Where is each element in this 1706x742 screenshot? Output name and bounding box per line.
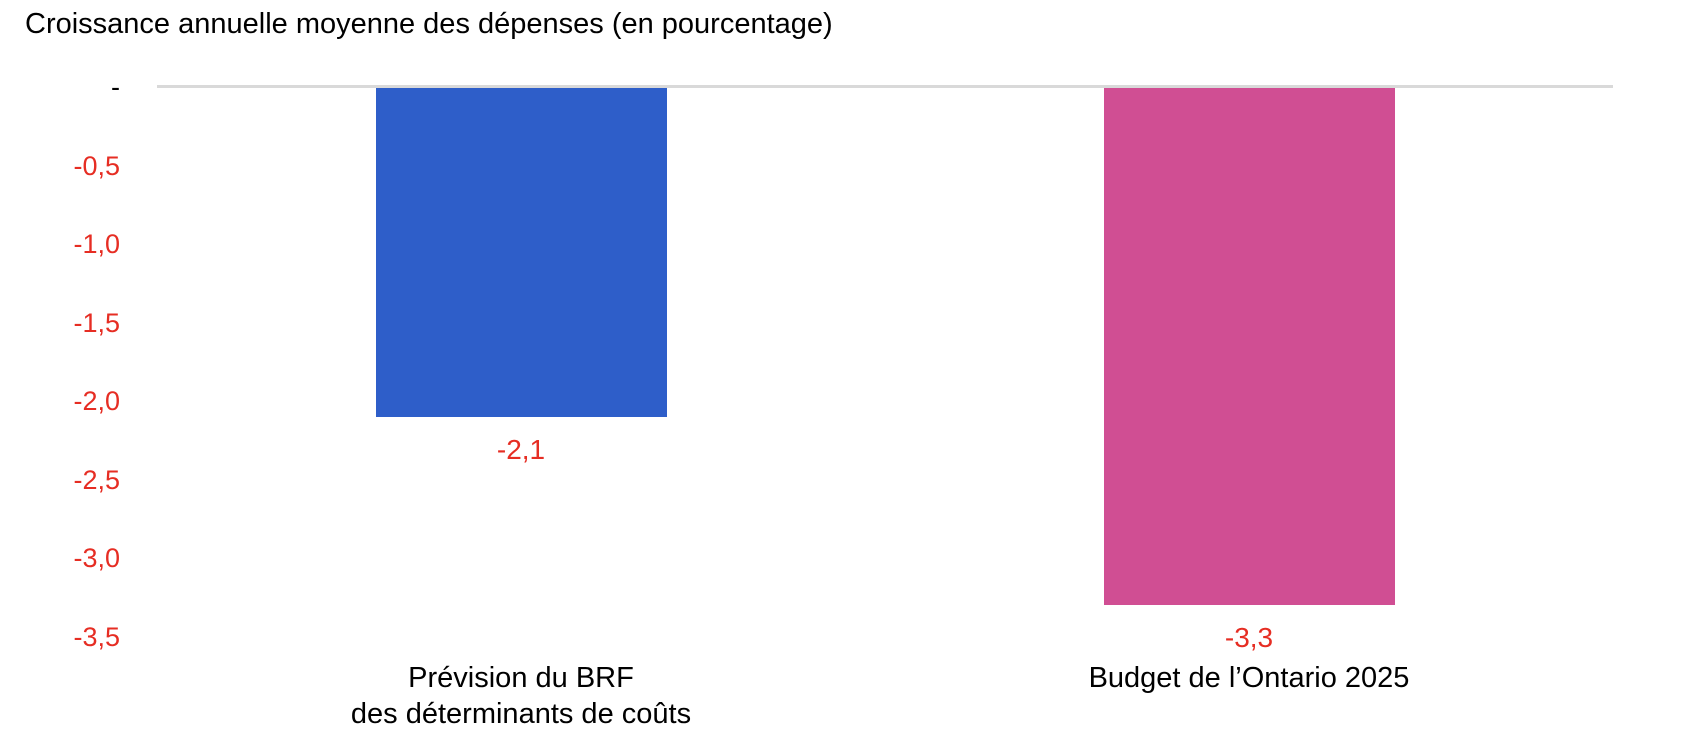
y-axis-tick-label-zero: -	[111, 72, 120, 102]
x-axis-zero-line	[157, 85, 1613, 88]
y-axis-tick-label: -1,0	[73, 229, 120, 259]
y-axis-tick-label: -1,5	[73, 308, 120, 338]
y-axis-tick-label: -3,0	[73, 543, 120, 573]
y-axis-tick-label: -0,5	[73, 151, 120, 181]
x-axis-category-label: Prévision du BRF des déterminants de coû…	[350, 662, 692, 730]
chart-title: Croissance annuelle moyenne des dépenses…	[25, 8, 833, 40]
chart-bar	[376, 88, 667, 417]
y-axis-tick-label: -3,5	[73, 622, 120, 652]
chart-bar	[1104, 88, 1395, 605]
y-axis-tick-label: -2,5	[73, 465, 120, 495]
x-axis-category-label: Budget de l’Ontario 2025	[1088, 662, 1410, 694]
y-axis-tick-label: -2,0	[73, 386, 120, 416]
bar-value-label: -2,1	[496, 434, 546, 465]
bar-value-label: -3,3	[1224, 622, 1274, 653]
